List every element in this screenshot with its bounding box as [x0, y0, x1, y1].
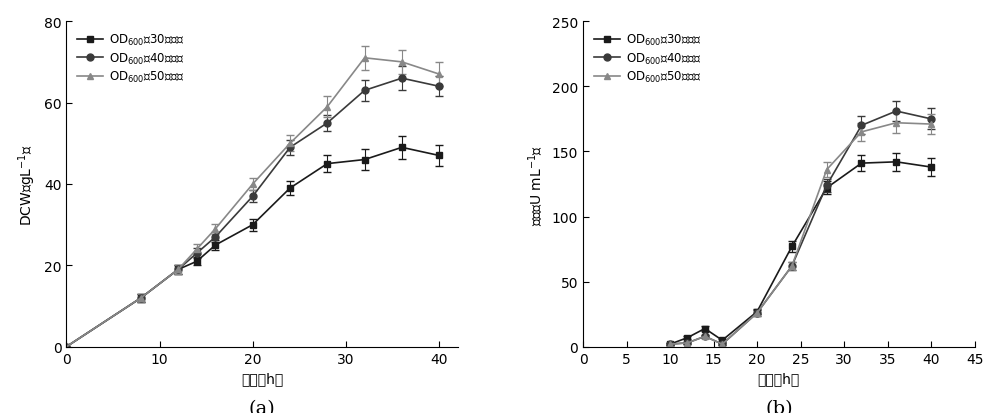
Legend: OD$_{600}$为30时诱导, OD$_{600}$为40时诱导, OD$_{600}$为50时诱导: OD$_{600}$为30时诱导, OD$_{600}$为40时诱导, OD$_… [72, 28, 189, 90]
X-axis label: 时间（h）: 时间（h） [758, 371, 800, 385]
Legend: OD$_{600}$为30时诱导, OD$_{600}$为40时诱导, OD$_{600}$为50时诱导: OD$_{600}$为30时诱导, OD$_{600}$为40时诱导, OD$_… [589, 28, 705, 90]
Text: (b): (b) [765, 399, 793, 413]
Y-axis label: DCW（gL$^{-1}$）: DCW（gL$^{-1}$） [17, 144, 38, 225]
Y-axis label: 酶活（U mL$^{-1}$）: 酶活（U mL$^{-1}$） [527, 144, 546, 225]
Text: (a): (a) [249, 399, 275, 413]
X-axis label: 时间（h）: 时间（h） [241, 371, 283, 385]
